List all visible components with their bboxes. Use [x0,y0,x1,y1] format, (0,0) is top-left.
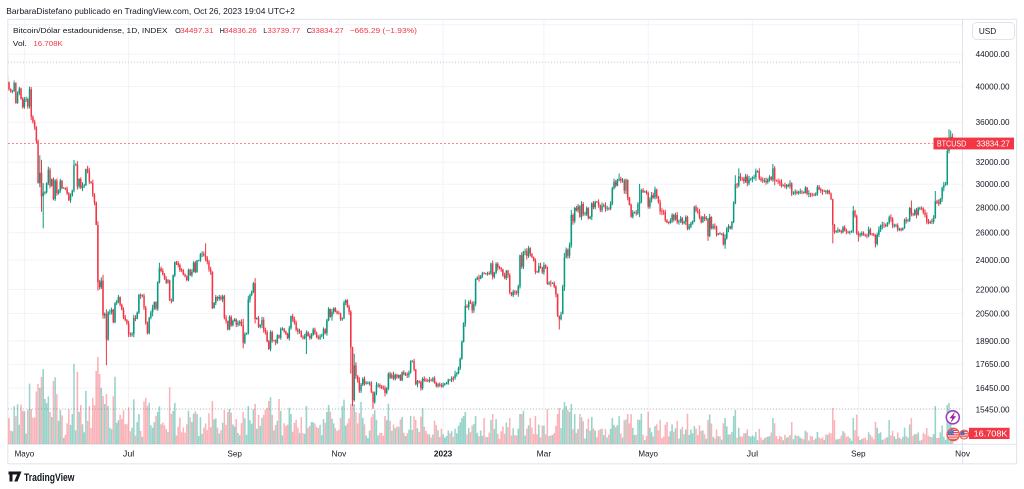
svg-text:18900.00: 18900.00 [976,337,1010,346]
svg-text:Nov: Nov [332,449,348,459]
svg-text:16.708K: 16.708K [974,430,1009,439]
svg-text:Bitcoin/Dólar estadounidense,: Bitcoin/Dólar estadounidense, 1D, INDEX [13,26,168,35]
svg-text:16.708K: 16.708K [33,39,63,48]
svg-text:Sep: Sep [851,449,866,459]
svg-text:USD: USD [979,27,996,36]
svg-text:C: C [307,26,312,35]
svg-text:BTCUSD: BTCUSD [937,139,967,148]
svg-text:Mayo: Mayo [638,449,658,459]
svg-text:30000.00: 30000.00 [976,180,1010,189]
svg-text:40000.00: 40000.00 [976,83,1010,92]
svg-text:Jul: Jul [747,449,759,459]
svg-text:44000.00: 44000.00 [976,50,1010,59]
svg-text:Mayo: Mayo [15,449,35,459]
svg-text:Nov: Nov [955,449,971,459]
svg-text:20500.00: 20500.00 [976,309,1010,318]
svg-text:H: H [220,26,225,35]
svg-text:Mar: Mar [537,449,552,459]
svg-text:34497.31: 34497.31 [180,26,213,35]
svg-text:33834.27: 33834.27 [311,26,343,35]
svg-text:15450.00: 15450.00 [976,405,1010,414]
svg-text:24000.00: 24000.00 [976,256,1010,265]
svg-text:17650.00: 17650.00 [976,360,1010,369]
svg-text:26000.00: 26000.00 [976,229,1010,238]
svg-text:16450.00: 16450.00 [976,384,1010,393]
svg-text:34836.26: 34836.26 [224,26,257,35]
svg-text:−665.29 (−1.93%): −665.29 (−1.93%) [350,26,417,35]
svg-text:28000.00: 28000.00 [976,204,1010,213]
svg-text:BarbaraDistefano publicado en: BarbaraDistefano publicado en TradingVie… [6,6,295,16]
svg-text:33834.27: 33834.27 [976,139,1010,148]
svg-text:33739.77: 33739.77 [267,26,300,35]
svg-text:Jul: Jul [123,449,135,459]
svg-text:L: L [263,26,267,35]
svg-text:22000.00: 22000.00 [976,285,1010,294]
svg-text:Sep: Sep [227,449,242,459]
svg-text:Vol.: Vol. [13,39,27,48]
svg-text:32000.00: 32000.00 [976,158,1010,167]
svg-text:O: O [175,26,181,35]
svg-text:36000.00: 36000.00 [976,118,1010,127]
svg-text:TradingView: TradingView [24,472,75,484]
svg-text:2023: 2023 [434,449,453,459]
